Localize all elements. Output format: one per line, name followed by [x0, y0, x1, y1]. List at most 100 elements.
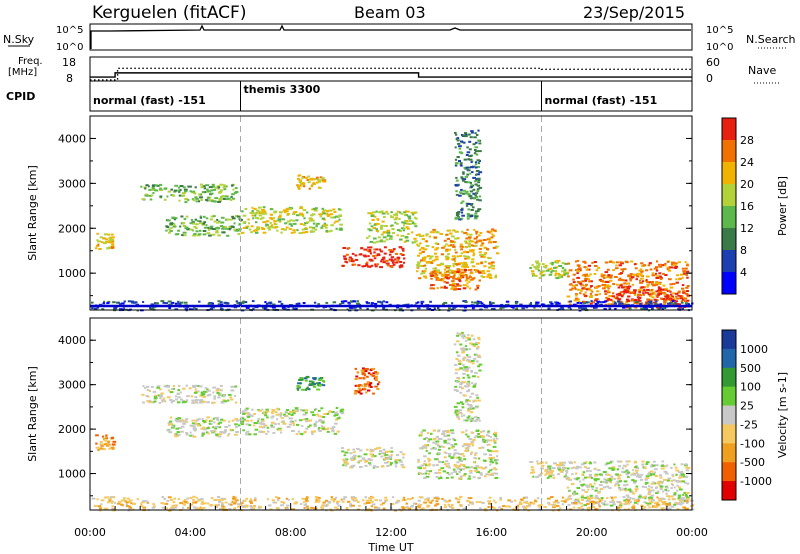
data-cell: [372, 392, 375, 395]
data-cell: [348, 256, 352, 259]
data-cell: [434, 269, 438, 272]
data-cell: [492, 234, 496, 237]
data-cell: [365, 301, 369, 304]
data-cell: [673, 303, 677, 306]
data-cell: [345, 507, 349, 509]
data-cell: [554, 499, 559, 502]
data-cell: [567, 503, 571, 506]
data-cell: [619, 489, 622, 492]
data-cell: [193, 419, 197, 422]
data-cell: [434, 273, 438, 276]
data-cell: [669, 299, 673, 302]
data-cell: [528, 303, 532, 306]
data-cell: [560, 500, 565, 503]
data-cell: [363, 255, 368, 258]
data-cell: [467, 242, 471, 245]
data-cell: [664, 274, 668, 276]
data-cell: [662, 306, 666, 309]
data-cell: [451, 445, 455, 448]
colorbar-swatch: [722, 140, 736, 163]
data-cell: [371, 214, 375, 216]
data-cell: [437, 307, 440, 309]
data-cell: [447, 438, 452, 441]
data-cell: [447, 462, 450, 465]
data-cell: [365, 499, 370, 502]
data-cell: [298, 232, 303, 235]
data-cell: [252, 508, 256, 510]
data-cell: [256, 226, 259, 229]
data-cell: [491, 233, 494, 236]
data-cell: [380, 465, 385, 468]
data-cell: [574, 260, 577, 263]
data-cell: [154, 302, 157, 305]
data-cell: [586, 485, 590, 488]
data-cell: [663, 501, 667, 503]
data-cell: [428, 235, 432, 238]
data-cell: [459, 255, 462, 257]
data-cell: [126, 505, 130, 508]
data-cell: [421, 270, 426, 273]
data-cell: [439, 475, 442, 478]
data-cell: [595, 496, 599, 499]
data-cell: [171, 216, 176, 219]
data-cell: [432, 284, 436, 286]
data-cell: [243, 499, 247, 502]
colorbar-swatch: [722, 272, 736, 295]
data-cell: [344, 451, 349, 454]
data-cell: [452, 241, 457, 244]
data-cell: [495, 460, 498, 463]
data-cell: [684, 507, 689, 510]
y-tick-label: 2000: [58, 222, 86, 235]
data-cell: [622, 496, 626, 499]
data-cell: [466, 133, 470, 136]
data-cell: [207, 432, 210, 435]
data-cell: [194, 501, 198, 504]
data-cell: [585, 283, 588, 286]
data-cell: [366, 382, 370, 385]
data-cell: [567, 306, 572, 309]
y-axis-label: Slant Range [km]: [26, 165, 39, 261]
data-cell: [574, 502, 578, 505]
data-cell: [317, 303, 320, 306]
data-cell: [643, 288, 646, 291]
data-cell: [481, 467, 485, 470]
data-cell: [543, 273, 546, 276]
data-cell: [212, 426, 215, 429]
nave-label: Nave: [748, 64, 776, 77]
data-cell: [674, 501, 677, 504]
data-cell: [180, 301, 184, 304]
data-cell: [232, 502, 237, 505]
data-cell: [419, 503, 423, 506]
data-cell: [341, 500, 345, 503]
data-cell: [445, 233, 449, 236]
data-cell: [576, 498, 580, 501]
data-cell: [153, 189, 157, 192]
data-cell: [653, 468, 658, 471]
data-cell: [681, 475, 685, 478]
data-cell: [100, 241, 104, 244]
data-cell: [261, 408, 264, 411]
data-cell: [644, 495, 648, 498]
data-cell: [305, 418, 309, 420]
data-cell: [108, 499, 111, 502]
data-cell: [464, 181, 468, 184]
data-cell: [209, 218, 214, 221]
data-cell: [324, 224, 329, 227]
data-cell: [594, 501, 597, 504]
data-cell: [584, 275, 587, 278]
data-cell: [350, 459, 355, 461]
data-cell: [231, 419, 235, 422]
data-cell: [467, 257, 470, 260]
data-cell: [380, 455, 384, 458]
data-cell: [472, 192, 476, 195]
data-cell: [322, 426, 325, 429]
data-cell: [376, 253, 381, 256]
data-cell: [270, 424, 274, 427]
data-cell: [191, 434, 195, 437]
data-cell: [466, 217, 470, 220]
data-cell: [460, 271, 465, 274]
data-cell: [426, 505, 429, 508]
data-cell: [632, 469, 635, 472]
data-cell: [625, 460, 629, 463]
data-cell: [492, 445, 497, 448]
